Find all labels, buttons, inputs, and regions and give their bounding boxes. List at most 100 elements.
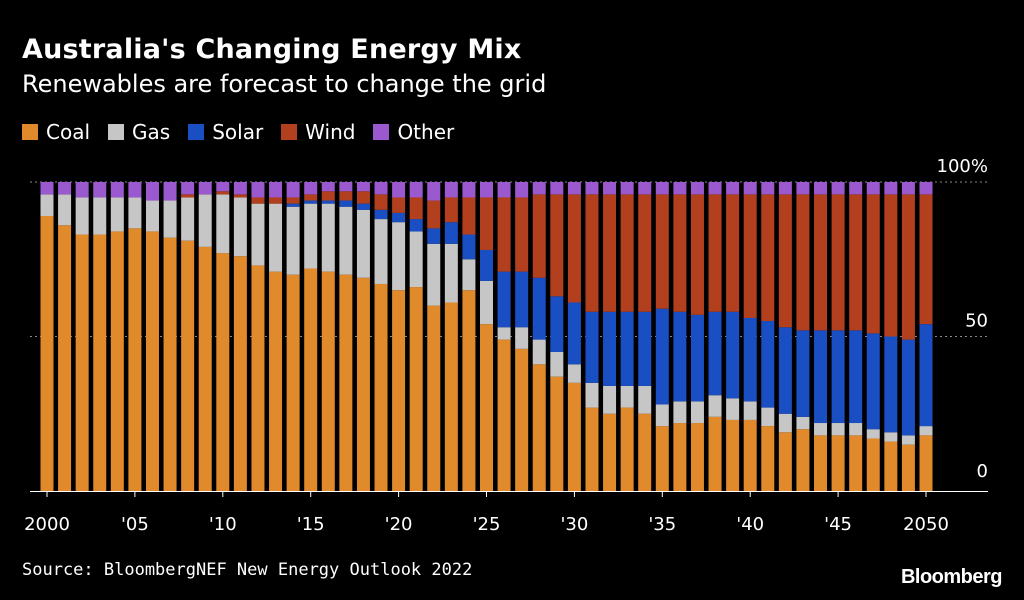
bar-other-2015: [304, 182, 318, 195]
x-tick-label-2050: 2050: [903, 514, 949, 535]
bar-solar-2040: [743, 317, 757, 402]
bar-solar-2018: [356, 203, 370, 210]
bar-coal-2008: [181, 240, 195, 491]
bar-other-2006: [145, 182, 159, 201]
bar-coal-2004: [110, 231, 124, 491]
bar-other-2043: [796, 182, 810, 195]
bar-gas-2048: [884, 432, 898, 442]
bar-gas-2023: [444, 243, 458, 303]
bar-coal-2040: [743, 419, 757, 491]
legend-swatch-gas: [108, 124, 125, 140]
bar-other-2025: [480, 182, 493, 198]
bar-coal-2045: [831, 435, 845, 491]
bar-wind-2046: [849, 194, 863, 331]
bar-gas-2031: [585, 382, 599, 408]
bar-coal-2009: [198, 246, 212, 491]
bar-other-2031: [585, 182, 599, 195]
bar-solar-2019: [374, 209, 388, 220]
bar-gas-2011: [233, 197, 247, 257]
bar-coal-2002: [75, 234, 89, 491]
bar-gas-2020: [392, 222, 406, 291]
bar-wind-2028: [532, 194, 546, 278]
bar-gas-2007: [163, 200, 177, 238]
bar-solar-2042: [778, 327, 792, 414]
bar-other-2003: [93, 182, 107, 198]
legend-swatch-coal: [22, 124, 38, 140]
bar-wind-2035: [655, 194, 669, 309]
bar-solar-2025: [480, 249, 493, 281]
bar-wind-2016: [321, 191, 335, 201]
bar-solar-2030: [567, 302, 581, 365]
bar-solar-2027: [515, 271, 529, 328]
bar-coal-2005: [128, 228, 142, 491]
bar-coal-2017: [339, 274, 353, 491]
bar-gas-2009: [198, 194, 212, 247]
bar-wind-2037: [690, 194, 704, 315]
y-tick-label-100: 100%: [937, 156, 988, 177]
bar-gas-2025: [480, 280, 493, 325]
bar-solar-2045: [831, 330, 845, 424]
bloomberg-logo: Bloomberg: [900, 566, 1003, 588]
bar-other-2045: [831, 182, 845, 195]
bar-gas-2038: [708, 395, 722, 417]
bar-other-2027: [515, 182, 529, 198]
bar-gas-2047: [866, 429, 880, 439]
bar-wind-2040: [743, 194, 757, 318]
bar-coal-2041: [761, 426, 775, 491]
bar-solar-2036: [673, 311, 687, 402]
bar-coal-2013: [269, 271, 283, 491]
bar-solar-2023: [444, 222, 458, 244]
bar-gas-2004: [110, 197, 124, 232]
bar-gas-2001: [58, 194, 72, 226]
bar-wind-2047: [866, 194, 880, 334]
bar-gas-2050: [919, 426, 933, 436]
legend-label-other: Other: [397, 120, 455, 144]
bar-coal-2048: [884, 441, 898, 491]
bar-coal-2047: [866, 438, 880, 491]
bar-gas-2018: [356, 209, 370, 278]
bar-coal-2037: [690, 423, 704, 491]
bar-solar-2016: [321, 200, 335, 204]
bar-gas-2037: [690, 401, 704, 424]
bar-other-2007: [163, 182, 177, 201]
bar-other-2013: [269, 182, 283, 198]
bar-solar-2024: [462, 234, 476, 260]
bar-other-2022: [427, 182, 441, 201]
x-tick-label-2025: '25: [473, 514, 501, 535]
bar-coal-2042: [778, 432, 792, 491]
legend: Coal Gas Solar Wind Other: [22, 120, 472, 144]
x-tick-label-2005: '05: [121, 514, 149, 535]
bar-wind-2021: [409, 197, 423, 220]
x-tick-label-2000: 2000: [24, 514, 70, 535]
bar-wind-2033: [620, 194, 634, 312]
bar-other-2001: [58, 182, 72, 195]
bar-other-2035: [655, 182, 669, 195]
bar-other-2037: [690, 182, 704, 195]
y-tick-label-0: 0: [977, 461, 988, 482]
bar-other-2000: [40, 182, 54, 195]
bar-other-2016: [321, 182, 335, 192]
x-tick-label-2015: '15: [297, 514, 325, 535]
bar-coal-2025: [480, 324, 493, 491]
bar-coal-2035: [655, 426, 669, 491]
bar-gas-2000: [40, 194, 54, 216]
bar-solar-2020: [392, 212, 406, 223]
bar-coal-2023: [444, 302, 458, 491]
bar-wind-2042: [778, 194, 792, 328]
bar-gas-2044: [814, 423, 828, 436]
bar-other-2028: [532, 182, 546, 195]
bar-wind-2044: [814, 194, 828, 331]
bar-other-2008: [181, 182, 195, 195]
bar-coal-2024: [462, 290, 476, 491]
bar-other-2034: [638, 182, 652, 195]
bar-gas-2017: [339, 206, 353, 275]
bar-coal-2030: [567, 382, 581, 491]
bar-solar-2041: [761, 321, 775, 408]
bar-wind-2013: [269, 197, 283, 204]
bar-other-2005: [128, 182, 142, 198]
bar-coal-2007: [163, 237, 177, 491]
bar-wind-2026: [497, 197, 511, 272]
x-tick-label-2010: '10: [209, 514, 237, 535]
bar-solar-2048: [884, 336, 898, 433]
bar-wind-2022: [427, 200, 441, 229]
